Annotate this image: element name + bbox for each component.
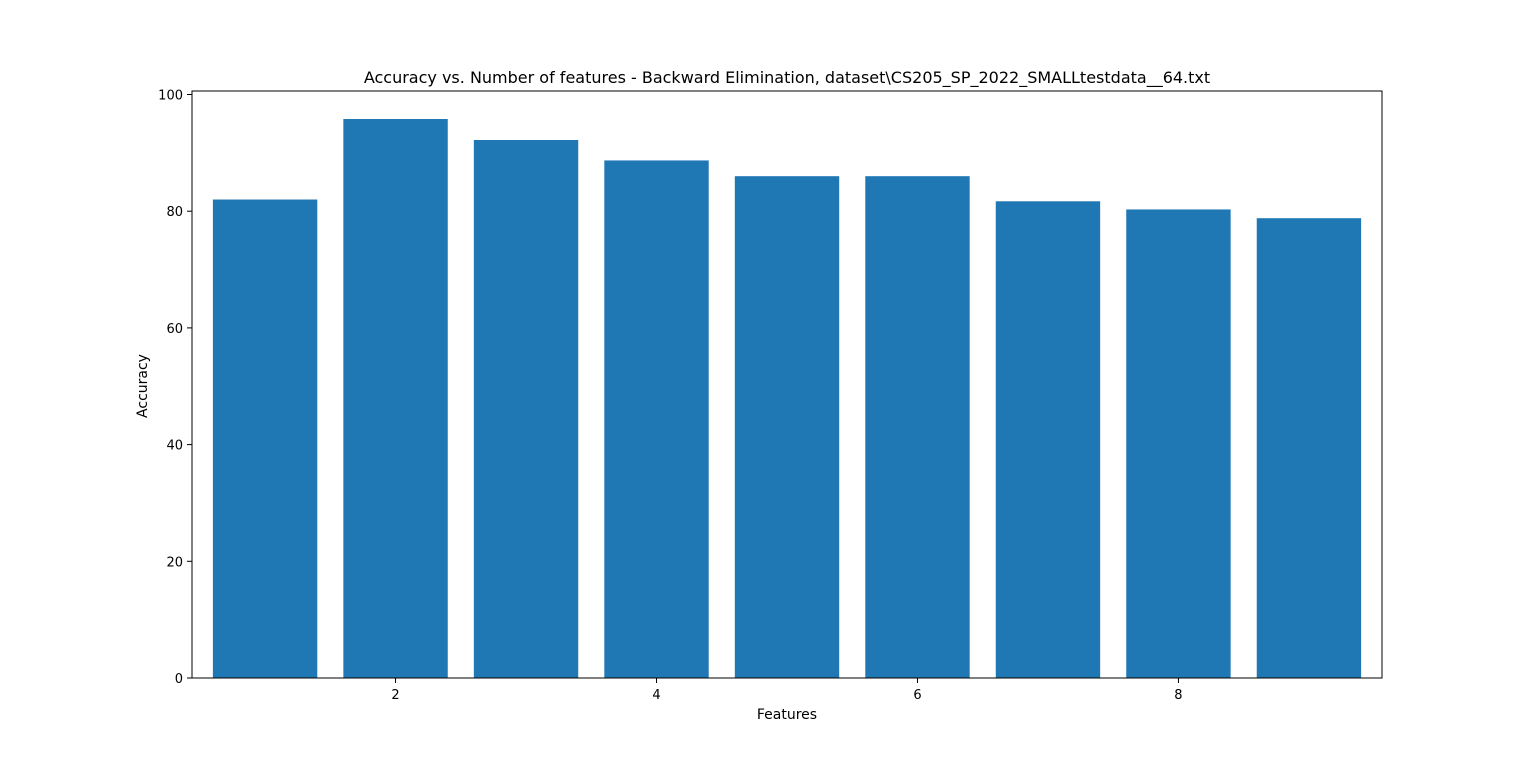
plot-frame (191, 90, 1383, 679)
y-axis-ticks: 0 20 40 60 80 100 (158, 89, 192, 687)
x-tick-label-4: 4 (652, 688, 660, 703)
bar-6 (865, 176, 970, 678)
x-tick-label-8: 8 (1174, 688, 1182, 703)
bar-5 (734, 176, 840, 678)
x-axis-ticks: 2 4 6 8 (391, 678, 1183, 703)
y-tick-label-0: 0 (175, 672, 183, 687)
bar-9 (1256, 218, 1362, 678)
x-tick-label-2: 2 (391, 688, 399, 703)
y-tick-label-40: 40 (166, 439, 183, 454)
bar-3 (473, 140, 579, 678)
x-axis-label: Features (757, 707, 817, 723)
y-tick-label-100: 100 (158, 89, 183, 104)
bars-group (212, 119, 1362, 678)
y-axis-label: Accuracy (135, 354, 151, 418)
x-tick-label-6: 6 (913, 688, 921, 703)
bar-7 (995, 201, 1101, 678)
bar-1 (212, 199, 318, 678)
y-tick-label-20: 20 (166, 555, 183, 570)
bar-2 (343, 119, 448, 678)
chart-title: Accuracy vs. Number of features - Backwa… (364, 68, 1210, 88)
bar-4 (604, 160, 709, 678)
y-tick-label-80: 80 (166, 205, 183, 220)
bar-8 (1126, 209, 1231, 678)
y-tick-label-60: 60 (166, 322, 183, 337)
